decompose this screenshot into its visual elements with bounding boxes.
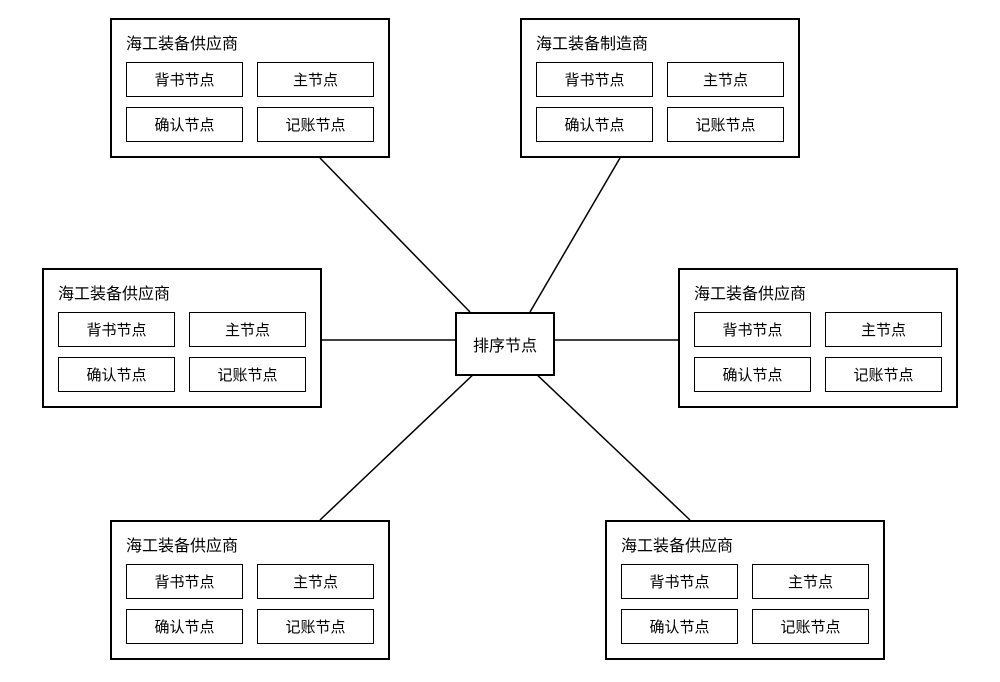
endorse-node: 背书节点 <box>58 312 175 347</box>
main-node: 主节点 <box>257 62 374 97</box>
entity-title: 海工装备制造商 <box>536 30 784 54</box>
confirm-node: 确认节点 <box>694 357 811 392</box>
ledger-node: 记账节点 <box>752 609 869 644</box>
entity-title: 海工装备供应商 <box>694 280 942 304</box>
entity-box: 海工装备制造商 背书节点 主节点 确认节点 记账节点 <box>520 18 800 158</box>
edge <box>530 158 620 312</box>
main-node: 主节点 <box>752 564 869 599</box>
confirm-node: 确认节点 <box>126 609 243 644</box>
main-node: 主节点 <box>257 564 374 599</box>
confirm-node: 确认节点 <box>536 107 653 142</box>
entity-title: 海工装备供应商 <box>126 532 374 556</box>
endorse-node: 背书节点 <box>536 62 653 97</box>
ledger-node: 记账节点 <box>825 357 942 392</box>
edge <box>320 158 470 312</box>
entity-box: 海工装备供应商 背书节点 主节点 确认节点 记账节点 <box>110 520 390 660</box>
ledger-node: 记账节点 <box>257 609 374 644</box>
center-sort-node: 排序节点 <box>455 312 555 376</box>
nodes-grid: 背书节点 主节点 确认节点 记账节点 <box>58 312 306 392</box>
entity-box: 海工装备供应商 背书节点 主节点 确认节点 记账节点 <box>42 268 322 408</box>
nodes-grid: 背书节点 主节点 确认节点 记账节点 <box>621 564 869 644</box>
endorse-node: 背书节点 <box>694 312 811 347</box>
nodes-grid: 背书节点 主节点 确认节点 记账节点 <box>126 564 374 644</box>
endorse-node: 背书节点 <box>621 564 738 599</box>
confirm-node: 确认节点 <box>126 107 243 142</box>
endorse-node: 背书节点 <box>126 62 243 97</box>
edge <box>532 370 690 520</box>
entity-box: 海工装备供应商 背书节点 主节点 确认节点 记账节点 <box>605 520 885 660</box>
ledger-node: 记账节点 <box>257 107 374 142</box>
edge <box>320 370 478 520</box>
confirm-node: 确认节点 <box>58 357 175 392</box>
confirm-node: 确认节点 <box>621 609 738 644</box>
ledger-node: 记账节点 <box>189 357 306 392</box>
entity-title: 海工装备供应商 <box>126 30 374 54</box>
entity-title: 海工装备供应商 <box>621 532 869 556</box>
ledger-node: 记账节点 <box>667 107 784 142</box>
entity-box: 海工装备供应商 背书节点 主节点 确认节点 记账节点 <box>110 18 390 158</box>
main-node: 主节点 <box>825 312 942 347</box>
entity-title: 海工装备供应商 <box>58 280 306 304</box>
nodes-grid: 背书节点 主节点 确认节点 记账节点 <box>126 62 374 142</box>
center-label: 排序节点 <box>473 338 537 355</box>
nodes-grid: 背书节点 主节点 确认节点 记账节点 <box>694 312 942 392</box>
main-node: 主节点 <box>189 312 306 347</box>
main-node: 主节点 <box>667 62 784 97</box>
nodes-grid: 背书节点 主节点 确认节点 记账节点 <box>536 62 784 142</box>
endorse-node: 背书节点 <box>126 564 243 599</box>
entity-box: 海工装备供应商 背书节点 主节点 确认节点 记账节点 <box>678 268 958 408</box>
